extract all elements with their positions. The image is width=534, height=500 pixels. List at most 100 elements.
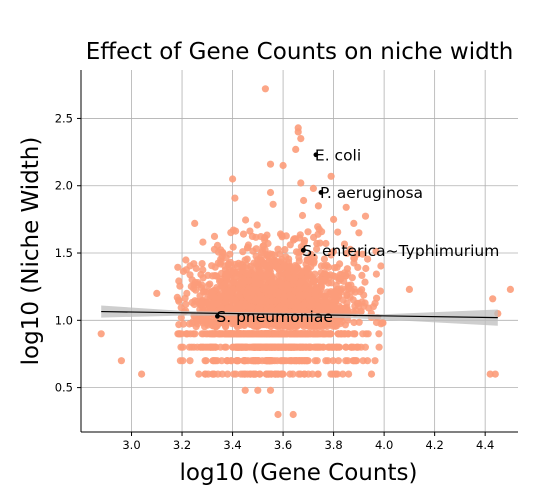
data-point [191,219,199,227]
data-point [317,262,325,270]
data-point [271,297,280,306]
data-point [266,265,274,273]
data-point [260,320,268,328]
data-point [199,274,207,282]
data-point [347,343,355,351]
highlight-label: P. aeruginosa [320,184,423,202]
data-point [355,318,363,326]
data-point [290,343,298,351]
data-point [252,322,260,330]
data-point [186,357,194,365]
data-point [215,330,223,338]
data-point [306,343,314,351]
data-point [221,262,229,270]
highlight-point [300,247,306,253]
data-point [310,300,318,308]
data-point [337,275,345,283]
data-point [229,243,237,251]
data-point [244,357,252,365]
data-point [369,303,377,311]
data-point [198,284,206,292]
x-tick-label: 3.0 [122,438,140,452]
data-point [361,212,370,220]
data-point [362,264,370,273]
data-point [300,301,308,309]
data-point [311,357,319,365]
data-point [213,241,222,249]
data-point [203,299,211,307]
data-point [292,248,301,256]
data-point [273,357,281,365]
data-point [353,343,361,351]
data-point [340,269,348,277]
data-point [248,232,256,240]
data-point [117,357,125,365]
data-point [292,298,300,307]
data-point [176,330,184,338]
data-point [235,280,243,288]
data-point [296,231,304,239]
data-point [297,179,305,187]
y-axis-title: log10 (Niche Width) [18,137,44,366]
data-point [208,330,216,338]
data-point [266,188,275,197]
data-point [244,243,252,251]
data-point [271,316,279,324]
data-point [174,263,182,271]
data-point [177,314,185,322]
data-point [182,256,190,264]
data-point [344,316,352,324]
data-point [311,270,319,278]
data-point [254,296,262,304]
data-point [288,357,296,365]
data-point [277,278,285,286]
data-point [227,357,235,365]
data-point [224,287,232,295]
data-point [258,357,266,365]
data-point [350,254,358,262]
data-point [190,260,198,268]
data-point [326,330,334,338]
data-point [285,255,293,263]
data-point [266,386,275,394]
x-tick-label: 4.4 [476,438,494,452]
data-point [375,330,383,338]
data-point [244,270,252,278]
data-point [294,128,302,136]
data-point [325,273,333,282]
y-tick-label: 2.5 [55,111,73,125]
data-point [188,343,196,351]
data-point [310,330,318,338]
data-point [324,279,332,287]
data-point [248,303,256,311]
data-point [309,184,317,192]
data-point [232,227,240,235]
data-point [343,291,351,299]
data-point [241,370,249,378]
data-point [234,305,242,313]
data-point [331,370,340,378]
data-point [201,357,209,365]
data-point [304,228,312,236]
data-point [179,320,187,328]
data-point [375,343,383,351]
data-point [279,161,287,170]
data-point [358,286,366,294]
data-point [223,274,231,282]
data-point [405,285,413,293]
data-point [193,317,201,325]
data-point [344,357,352,365]
data-point [274,410,282,419]
data-point [334,357,342,365]
data-point [251,286,260,294]
data-point [372,247,380,255]
data-point [226,258,235,266]
data-point [351,330,359,338]
data-point [241,264,250,272]
data-point [376,287,384,295]
data-point [281,246,289,254]
data-point [199,266,207,274]
data-point [276,230,285,238]
data-point [241,386,249,394]
data-point [209,357,217,365]
